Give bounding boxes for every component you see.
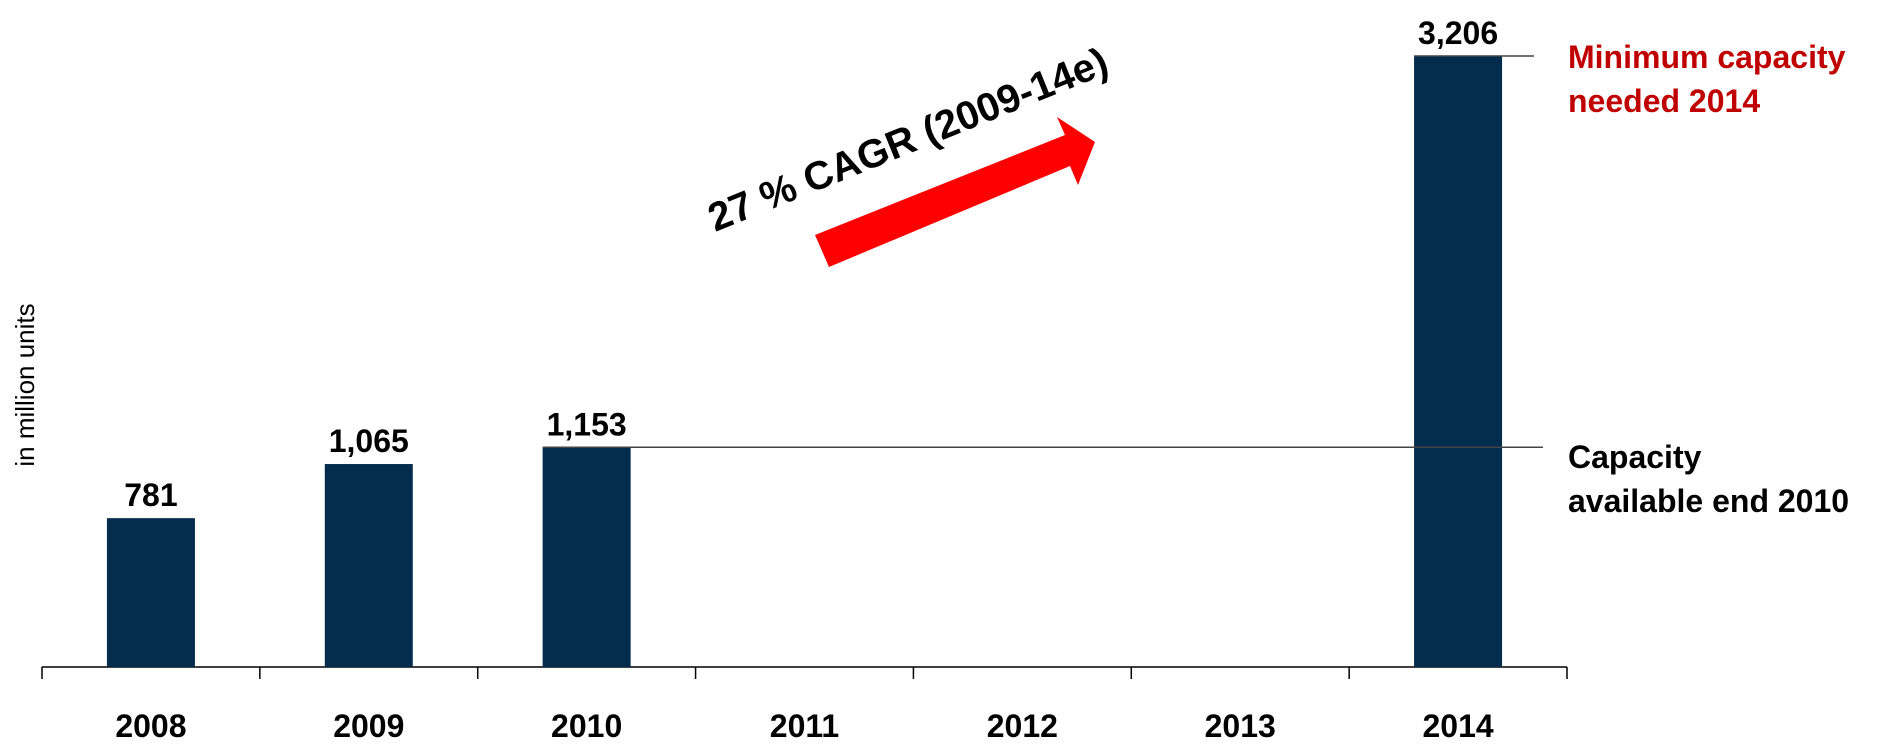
- y-axis-label: in million units: [10, 303, 40, 466]
- x-tick-label: 2010: [551, 708, 622, 740]
- value-label: 781: [124, 477, 177, 513]
- x-tick-label: 2014: [1422, 708, 1493, 740]
- value-label: 3,206: [1418, 15, 1498, 51]
- value-label: 1,153: [547, 406, 627, 442]
- reference-label: Minimum capacity: [1568, 39, 1846, 75]
- x-tick-label: 2013: [1205, 708, 1276, 740]
- bar: [324, 464, 413, 667]
- bar: [542, 447, 631, 667]
- x-tick-label: 2008: [115, 708, 186, 740]
- bar: [1414, 56, 1503, 667]
- bar: [106, 518, 195, 667]
- value-label: 1,065: [329, 423, 409, 459]
- x-tick-label: 2012: [987, 708, 1058, 740]
- growth-arrow: [815, 117, 1095, 267]
- x-tick-label: 2009: [333, 708, 404, 740]
- reference-label: available end 2010: [1568, 483, 1849, 519]
- reference-label: Capacity: [1568, 439, 1702, 475]
- x-tick-label: 2011: [770, 708, 839, 740]
- reference-label: needed 2014: [1568, 83, 1760, 119]
